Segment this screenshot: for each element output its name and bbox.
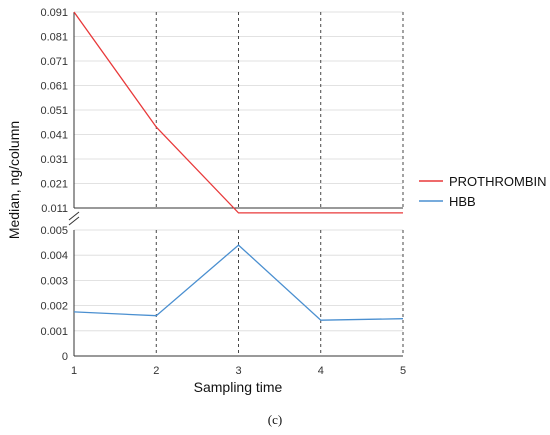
y-tick-label-upper: 0.091 <box>40 7 68 19</box>
y-tick-label-lower: 0.003 <box>40 275 68 287</box>
series-line-hbb <box>73 244 404 321</box>
legend: PROTHROMBIN HBB <box>419 174 547 209</box>
y-axis-title: Median, ng/column <box>6 121 22 239</box>
series-lines <box>73 11 404 321</box>
x-axis-title: Sampling time <box>194 379 283 395</box>
y-tick-label-upper: 0.071 <box>40 56 68 68</box>
y-tick-label-upper: 0.041 <box>40 130 68 142</box>
y-tick-label-lower: 0.005 <box>40 225 68 237</box>
y-tick-label-lower: 0 <box>62 351 68 363</box>
series-line-prothrombin <box>73 11 403 214</box>
x-tick-label: 4 <box>318 365 324 377</box>
x-tick-label: 1 <box>71 365 77 377</box>
y-tick-label-upper: 0.021 <box>40 179 68 191</box>
y-tick-label-upper: 0.031 <box>40 154 68 166</box>
y-tick-label-upper: 0.081 <box>40 32 68 44</box>
x-tick-label: 5 <box>400 365 406 377</box>
tick-labels: 0.091 0.081 0.071 0.061 0.051 0.041 0.031 0.021… <box>40 7 406 377</box>
x-tick-label: 3 <box>235 365 241 377</box>
y-tick-label-lower: 0.002 <box>40 301 68 313</box>
axis-break-marker <box>68 211 80 226</box>
y-tick-label-lower: 0.001 <box>40 326 68 338</box>
legend-label-hbb: HBB <box>449 194 476 209</box>
axes <box>73 12 403 357</box>
y-tick-label-upper: 0.051 <box>40 105 68 117</box>
y-tick-label-upper: 0.011 <box>41 203 68 215</box>
legend-label-prothrombin: PROTHROMBIN <box>449 174 547 189</box>
figure-caption: (c) <box>268 412 282 427</box>
x-tick-label: 2 <box>153 365 159 377</box>
y-tick-label-upper: 0.061 <box>40 81 68 93</box>
y-tick-label-lower: 0.004 <box>40 250 68 262</box>
sampling-time-dashed-lines <box>155 12 404 356</box>
